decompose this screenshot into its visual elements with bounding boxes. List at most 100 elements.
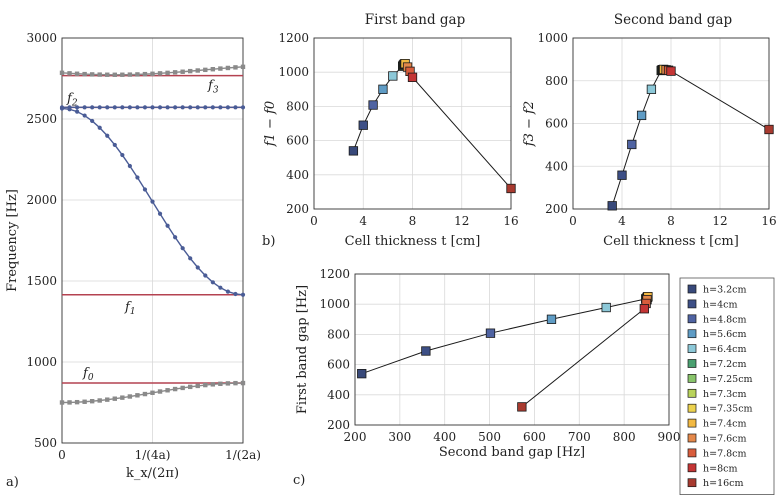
legend-label: h=3.2cm (703, 285, 747, 296)
band-point (97, 72, 102, 77)
band-point (97, 105, 102, 110)
legend-label: h=4cm (703, 299, 737, 310)
band-point (150, 390, 155, 395)
band-point (142, 187, 148, 192)
panel-a-ytick-label: 3000 (26, 31, 57, 45)
panel-b2-xlabel: Cell thickness t [cm] (603, 234, 739, 249)
band-point (203, 67, 208, 73)
panel-a-xtick-label: 0 (58, 448, 66, 462)
panel-a-xtick-label: 1/(2a) (225, 448, 261, 462)
band-point (218, 105, 223, 110)
band-point (165, 105, 170, 110)
panel-b2: 0 4 8 12 16 200 400 600 800 1000 Second band gap Ce… (522, 12, 777, 249)
band-point (180, 385, 185, 391)
legend-swatch (687, 329, 697, 339)
band-point (180, 69, 185, 74)
panel-c-marker-h=3.2cm (357, 369, 367, 379)
panel-b1-marker-h=5.6cm (378, 84, 388, 94)
band-point (82, 105, 87, 110)
band-point (105, 133, 110, 138)
panel-b1-line (352, 62, 512, 189)
band-point (82, 399, 87, 404)
panel-b1-frame (313, 37, 512, 210)
legend-item: h=16cm (687, 478, 744, 489)
panel-c-xtick-label: 800 (613, 430, 636, 444)
band-point (225, 65, 231, 71)
label-f0: f0 (82, 366, 94, 383)
legend-item: h=7.4cm (687, 419, 747, 430)
panel-b2-xtick-label: 12 (712, 214, 727, 228)
band-point (67, 400, 72, 405)
band-point (233, 291, 238, 297)
panel-c-xtick-label: 900 (658, 430, 681, 444)
panel-b1-ytick-label: 400 (286, 168, 309, 182)
band-point (172, 70, 178, 75)
band-point (74, 399, 80, 405)
band-point (195, 383, 200, 389)
panel-a-frame (61, 37, 244, 444)
panel-c-ytick-label: 1000 (319, 297, 350, 311)
band-point (218, 66, 223, 71)
legend-item: h=3.2cm (687, 285, 747, 296)
legend-label: h=7.3cm (703, 389, 747, 400)
band-point (225, 381, 231, 386)
panel-b1-ytick-label: 1200 (278, 31, 309, 45)
legend-item: h=7.2cm (687, 359, 747, 370)
legend-item: h=7.6cm (687, 434, 747, 445)
panel-c-ytick-label: 600 (327, 358, 350, 372)
band-point (240, 292, 246, 297)
legend-item: h=4.8cm (687, 314, 747, 325)
band-point (188, 384, 193, 390)
panel-b2-xtick-label: 8 (667, 214, 675, 228)
panel-b1-marker-h=16cm (506, 183, 516, 194)
band-point (89, 398, 95, 404)
band-point (59, 400, 65, 405)
band-point (89, 72, 95, 77)
band-point (142, 391, 148, 397)
panel-b1: 0 4 8 12 16 200 400 600 800 1000 1200 First band ga… (262, 12, 519, 249)
panel-c-marker-h=4.8cm (485, 328, 496, 338)
band-point (120, 105, 125, 110)
legend-item: h=7.3cm (687, 389, 747, 400)
panel-c-frame (354, 273, 670, 426)
band-point (210, 67, 216, 72)
band-point (218, 381, 223, 386)
panel-c-ytick-label: 800 (327, 327, 350, 341)
panel-b2-marker-h=5.6cm (636, 110, 647, 121)
band-point (105, 105, 110, 110)
panel-a-ytick-label: 1000 (26, 355, 57, 369)
band-point (127, 72, 133, 77)
panel-c-ytick-label: 200 (327, 418, 350, 432)
band-point (240, 380, 246, 386)
panel-c-xtick-label: 200 (344, 430, 367, 444)
panel-c-ylabel: First band gap [Hz] (295, 285, 310, 414)
panel-b1-xtick-label: 12 (454, 214, 469, 228)
panel-a-ytick-label: 2500 (26, 112, 57, 126)
band-point (105, 397, 110, 402)
band-point (180, 105, 185, 110)
band-point (112, 142, 117, 148)
panel-b2-marker-h=6.4cm (646, 84, 657, 94)
legend-label: h=4.8cm (703, 314, 747, 325)
legend-label: h=7.4cm (703, 419, 747, 430)
panel-b1-xtick-label: 0 (310, 214, 318, 228)
panel-b2-marker-h=16cm (764, 124, 774, 135)
band-point (97, 398, 102, 403)
band-point (74, 109, 80, 114)
panel-b2-ytick-label: 200 (545, 202, 568, 216)
band-point (225, 105, 231, 110)
band-point (225, 289, 231, 294)
band-point (120, 72, 125, 77)
band-point (165, 388, 170, 393)
label-f3: f3 (207, 79, 219, 96)
panel-b1-marker-h=4.8cm (368, 100, 378, 110)
band-point (157, 389, 163, 394)
band-point (172, 386, 178, 392)
band-point (120, 152, 125, 158)
panel-b2-marker-h=8cm (666, 66, 676, 76)
panel-b2-ytick-label: 800 (545, 74, 568, 88)
legend-label: h=7.6cm (703, 434, 747, 445)
legend-item: h=7.8cm (687, 448, 747, 459)
band-point (150, 71, 155, 76)
panel-a-ytick-label: 500 (34, 436, 57, 450)
